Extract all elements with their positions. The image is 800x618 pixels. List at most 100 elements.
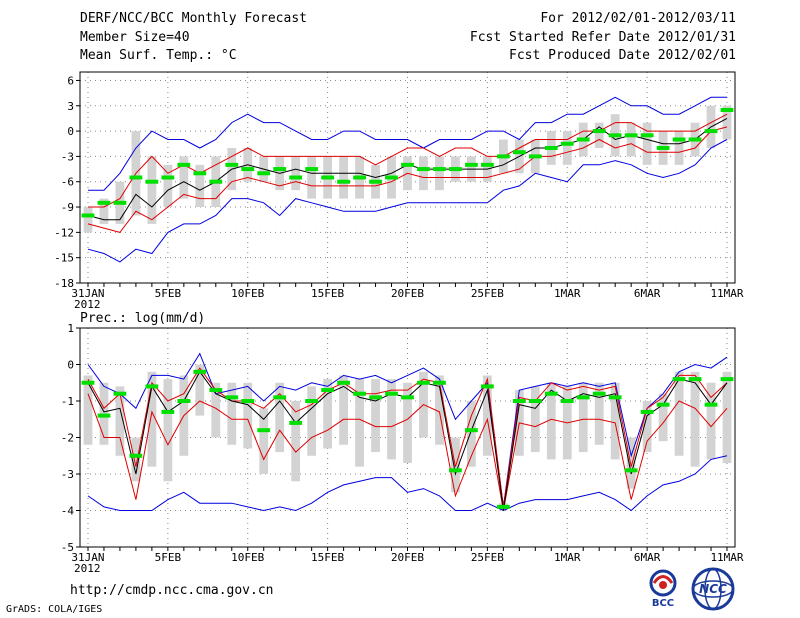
header-start-date: Fcst Started Refer Date 2012/01/31 xyxy=(469,30,736,45)
box-bar xyxy=(291,401,301,482)
box-bar xyxy=(291,156,301,191)
median-mark xyxy=(81,213,95,218)
median-mark xyxy=(496,154,510,159)
box-bar xyxy=(467,401,476,467)
median-mark xyxy=(465,428,478,433)
box-bar xyxy=(307,156,317,199)
median-mark xyxy=(608,133,622,138)
y-tick-label: 0 xyxy=(67,359,74,372)
median-mark xyxy=(161,409,175,414)
box-bar xyxy=(530,386,540,453)
box-bar xyxy=(435,156,444,191)
x-tick-label: 31JAN xyxy=(71,287,104,300)
x-tick-label: 6MAR xyxy=(634,287,661,300)
median-mark xyxy=(480,162,494,167)
median-mark xyxy=(433,167,446,172)
box-bar xyxy=(371,379,380,453)
x-tick-label: 25FEB xyxy=(471,551,504,564)
median-mark xyxy=(385,391,398,396)
median-mark xyxy=(337,179,350,184)
median-mark xyxy=(273,167,287,172)
header-title: DERF/NCC/BCC Monthly Forecast xyxy=(80,11,307,26)
median-mark xyxy=(624,468,638,473)
median-mark xyxy=(289,175,303,180)
series-line-spread-upper xyxy=(88,113,728,208)
box-bar xyxy=(163,379,173,482)
box-bar xyxy=(674,131,684,165)
x-tick-label: 5FEB xyxy=(155,287,182,300)
box-bar xyxy=(195,164,205,208)
box-bar xyxy=(546,382,556,460)
box-bar xyxy=(131,437,141,482)
box-bar xyxy=(339,156,348,199)
box-bar xyxy=(195,364,205,416)
median-mark xyxy=(257,428,271,433)
median-mark xyxy=(145,384,159,389)
y-tick-label: -9 xyxy=(61,201,74,214)
median-mark xyxy=(688,377,702,382)
median-mark xyxy=(688,137,702,142)
median-mark xyxy=(385,175,398,180)
ncc-logo-text: NCC xyxy=(699,582,727,596)
median-mark xyxy=(704,129,718,134)
series-line-min xyxy=(87,139,728,263)
y-tick-label: -12 xyxy=(54,226,74,239)
median-mark xyxy=(81,380,95,385)
footer-url[interactable]: http://cmdp.ncc.cma.gov.cn xyxy=(70,583,274,598)
box-bar xyxy=(642,122,652,165)
y-tick-label: -15 xyxy=(54,252,74,265)
median-mark xyxy=(353,391,366,396)
y-tick-label: -5 xyxy=(61,541,74,554)
median-mark xyxy=(193,369,207,374)
x-tick-label: 6MAR xyxy=(634,551,661,564)
median-mark xyxy=(624,133,638,138)
median-mark xyxy=(145,179,159,184)
median-mark xyxy=(560,399,574,403)
median-mark xyxy=(321,175,335,180)
box-bar xyxy=(610,382,620,460)
box-bar xyxy=(115,386,125,456)
median-mark xyxy=(129,175,143,180)
y-tick-label: -4 xyxy=(61,505,75,518)
median-mark xyxy=(97,413,111,418)
header-period: For 2012/02/01-2012/03/11 xyxy=(540,11,736,26)
ncc-logo-icon: NCC xyxy=(691,567,735,611)
box-bar xyxy=(706,382,716,460)
median-mark xyxy=(704,402,718,407)
box-bar xyxy=(179,156,189,199)
box-bar xyxy=(594,382,604,445)
box-bar xyxy=(323,379,333,449)
y-tick-label: -3 xyxy=(61,150,74,163)
median-mark xyxy=(449,167,462,172)
box-bar xyxy=(355,379,364,467)
median-mark xyxy=(241,167,255,172)
x-tick-label: 1MAR xyxy=(554,551,581,564)
box-bar xyxy=(626,437,636,489)
median-mark xyxy=(433,380,446,385)
precip-panel-title: Prec.: log(mm/d) xyxy=(80,311,205,326)
median-mark xyxy=(576,137,590,142)
header-member-size: Member Size=40 xyxy=(80,30,190,45)
box-bar xyxy=(626,122,636,157)
series-line-min xyxy=(87,455,728,512)
series-line-spread-upper xyxy=(87,367,728,507)
series-line-max xyxy=(87,352,728,507)
median-mark xyxy=(465,162,478,167)
header-produced-date: Fcst Produced Date 2012/02/01 xyxy=(509,48,736,63)
x-tick-year: 2012 xyxy=(74,298,101,311)
box-bar xyxy=(594,122,604,148)
median-mark xyxy=(640,133,654,138)
median-mark xyxy=(528,154,542,159)
box-bar xyxy=(562,131,572,165)
median-mark xyxy=(177,399,191,403)
median-mark xyxy=(113,200,127,205)
x-tick-label: 5FEB xyxy=(155,551,182,564)
median-mark xyxy=(576,395,590,400)
y-tick-label: -3 xyxy=(61,468,74,481)
box-bar xyxy=(403,382,412,464)
x-tick-year: 2012 xyxy=(74,562,101,575)
median-mark xyxy=(305,399,319,403)
median-mark xyxy=(369,395,382,400)
y-tick-label: 0 xyxy=(67,125,74,138)
median-mark xyxy=(113,391,127,396)
